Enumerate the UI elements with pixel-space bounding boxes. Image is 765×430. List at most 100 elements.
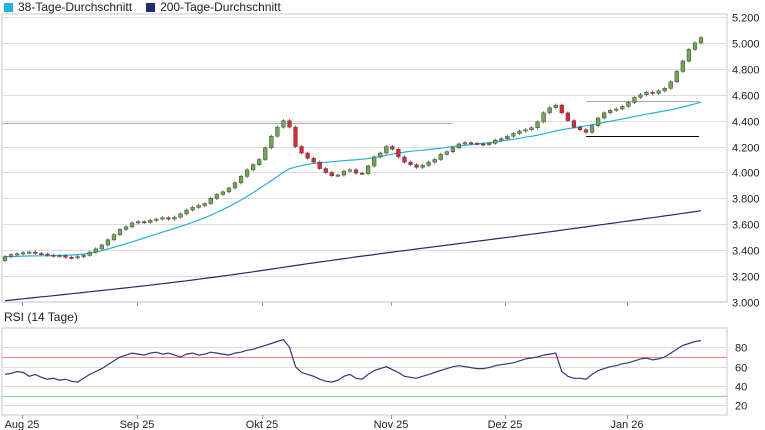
candle-up [281, 120, 286, 128]
candle-up [335, 174, 340, 177]
candle-up [668, 81, 673, 89]
candle-up [184, 209, 189, 215]
rsi-plot-frame [1, 327, 728, 416]
candle-up [444, 151, 449, 155]
candle-up [27, 251, 32, 254]
candle-up [493, 139, 498, 144]
candle-up [75, 256, 80, 259]
candle-up [14, 253, 20, 256]
candle-down [287, 120, 292, 128]
x-tick-label: Nov 25 [374, 419, 409, 430]
legend-swatch-ma200 [146, 2, 156, 12]
chart-legend: 38-Tage-Durchschnitt 200-Tage-Durchschni… [4, 0, 281, 14]
candle-up [638, 94, 643, 98]
candle-down [305, 152, 310, 159]
candle-up [505, 135, 510, 140]
candle-down [359, 172, 365, 175]
rsi-panel: RSI (14 Tage) 20 40 60 80 [1, 310, 747, 416]
candle-up [232, 182, 238, 189]
candle-up [178, 213, 183, 218]
candle-down [142, 221, 147, 224]
candle-up [662, 88, 667, 92]
candle-up [686, 49, 692, 62]
candle-up [541, 112, 546, 123]
candle-up [547, 107, 552, 114]
rsi-tick-label: 80 [735, 343, 747, 355]
legend-label-ma200: 200-Tage-Durchschnitt [160, 0, 281, 14]
price-tick-label: 3.600 [732, 220, 760, 232]
legend-item-ma38[interactable]: 38-Tage-Durchschnitt [4, 0, 132, 14]
candle-up [614, 108, 619, 111]
candle-down [299, 146, 304, 154]
candle-up [214, 194, 219, 199]
candle-down [583, 129, 589, 133]
candle-up [487, 143, 492, 145]
candle-up [8, 254, 14, 257]
candle-down [571, 120, 577, 128]
candle-up [450, 147, 455, 152]
x-tick-label: Okt 25 [246, 419, 278, 430]
candle-up [2, 256, 8, 261]
legend-item-ma200[interactable]: 200-Tage-Durchschnitt [146, 0, 281, 14]
candle-down [45, 253, 50, 256]
candle-up [226, 187, 232, 193]
candle-up [220, 191, 226, 195]
price-tick-label: 3.400 [732, 246, 760, 258]
candle-up [462, 142, 468, 145]
rsi-tick-label: 20 [735, 401, 747, 413]
candle-up [341, 170, 347, 176]
ma38-line [4, 101, 702, 258]
candle-up [698, 37, 704, 44]
rsi-tick-label: 40 [735, 382, 747, 394]
candle-up [438, 154, 443, 160]
candle-up [257, 159, 262, 165]
candle-down [323, 168, 328, 173]
price-tick-label: 5.000 [732, 39, 760, 51]
price-tick-label: 4.600 [732, 91, 760, 103]
candle-up [384, 146, 389, 154]
candle-up [208, 198, 213, 204]
candle-up [626, 102, 631, 107]
candle-down [480, 143, 486, 146]
price-tick-label: 3.200 [732, 272, 760, 284]
candle-up [632, 97, 637, 103]
candle-up [456, 143, 462, 149]
candle-up [238, 176, 244, 184]
candle-up [602, 112, 607, 119]
candle-down [577, 126, 583, 130]
candle-down [559, 104, 564, 114]
candle-down [414, 164, 419, 168]
candle-up [148, 220, 153, 223]
candle-up [160, 217, 165, 220]
candle-up [432, 159, 437, 163]
price-tick-label: 4.400 [732, 117, 760, 129]
price-tick-label: 4.200 [732, 143, 760, 155]
candle-up [595, 117, 601, 127]
candle-up [378, 152, 383, 158]
candle-up [190, 207, 195, 211]
rsi-tick-label: 60 [735, 363, 747, 375]
candle-up [172, 216, 177, 220]
candle-up [608, 110, 613, 114]
candle-up [99, 244, 104, 250]
candle-up [535, 121, 540, 129]
legend-label-ma38: 38-Tage-Durchschnitt [18, 0, 133, 14]
candle-up [269, 135, 274, 149]
candle-down [353, 169, 359, 174]
x-axis: Aug 25 Sep 25 Okt 25 Nov 25 Dez 25 Jan 26 [5, 302, 644, 430]
candle-up [111, 234, 117, 241]
candle-up [129, 222, 135, 228]
candle-up [154, 218, 159, 221]
candle-down [402, 156, 407, 163]
candle-up [251, 164, 256, 171]
candle-down [51, 254, 56, 257]
candle-up [517, 130, 522, 134]
candle-down [39, 253, 44, 255]
candle-down [468, 142, 474, 145]
candle-up [81, 255, 86, 257]
candle-up [523, 129, 528, 132]
x-tick-label: Dez 25 [488, 419, 523, 430]
candle-down [69, 257, 74, 259]
candle-up [57, 255, 62, 258]
candle-up [499, 138, 504, 141]
